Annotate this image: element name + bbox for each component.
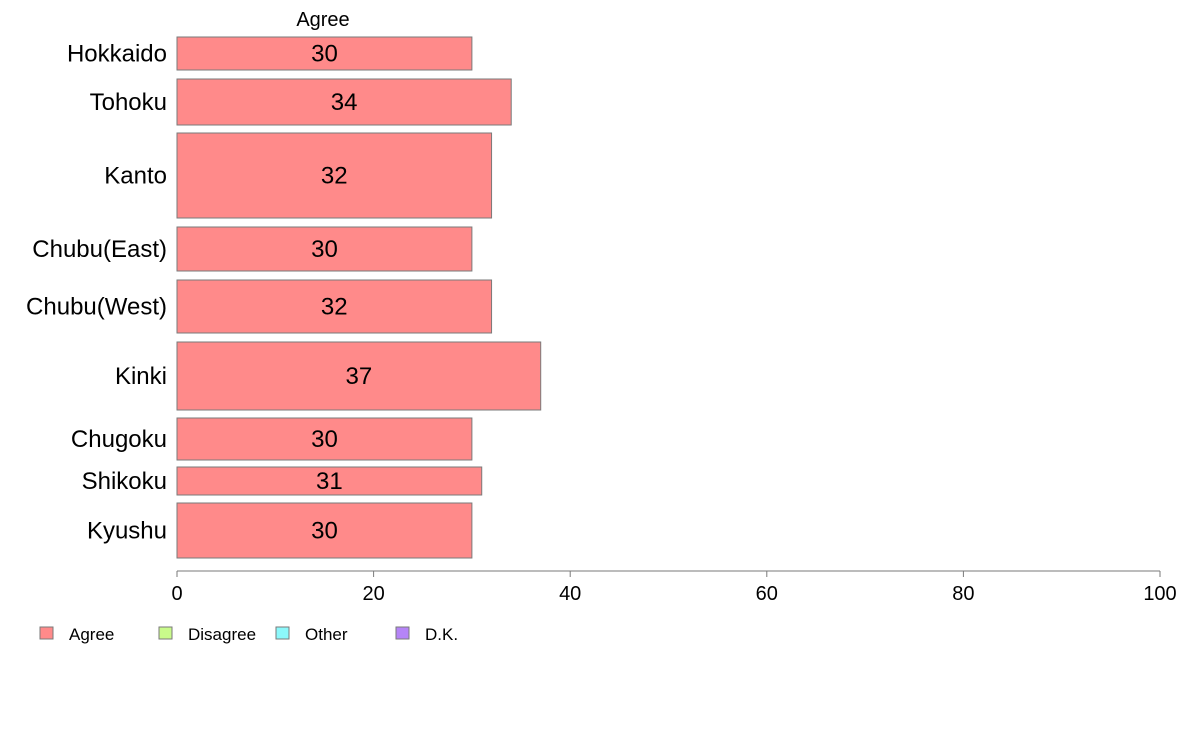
x-tick-label: 60	[756, 583, 778, 605]
x-tick-label: 40	[559, 583, 581, 605]
x-tick-label: 0	[171, 583, 182, 605]
category-label: Chubu(East)	[32, 236, 167, 263]
legend-label: Other	[305, 625, 348, 644]
data-label: 32	[321, 163, 348, 190]
data-label: 30	[311, 518, 338, 545]
legend-label: D.K.	[425, 625, 458, 644]
data-label: 30	[311, 41, 338, 68]
legend-label: Disagree	[188, 625, 256, 644]
legend-label: Agree	[69, 625, 114, 644]
data-label: 34	[331, 89, 358, 116]
category-label: Chubu(West)	[26, 294, 167, 321]
bar-kinki	[176, 341, 542, 411]
category-label: Hokkaido	[67, 41, 167, 68]
bars-group: Hokkaido 30 Tohoku 34 Kanto 32 Chubu(East) 30 Ch…	[26, 36, 542, 559]
bar-hokkaido	[176, 36, 473, 71]
bar-shikoku	[176, 466, 483, 496]
x-tick-label: 20	[362, 583, 384, 605]
bar-chubu-west	[176, 279, 493, 334]
data-label: 37	[346, 363, 373, 390]
category-label: Kinki	[115, 363, 167, 390]
legend: Agree Disagree Other D.K.	[39, 625, 458, 644]
legend-swatch-other	[275, 626, 290, 640]
category-label: Tohoku	[90, 89, 167, 116]
legend-swatch-agree	[39, 626, 54, 640]
legend-swatch-disagree	[158, 626, 173, 640]
bar-chubu-east	[176, 226, 473, 272]
x-tick-label: 80	[952, 583, 974, 605]
x-tick-label: 100	[1143, 583, 1176, 605]
bar-chugoku	[176, 417, 473, 461]
category-label: Shikoku	[82, 468, 167, 495]
legend-swatch-d-k	[395, 626, 410, 640]
category-label: Kyushu	[87, 518, 167, 545]
data-label: 32	[321, 294, 348, 321]
category-label: Kanto	[104, 163, 167, 190]
data-label: 30	[311, 236, 338, 263]
bar-kyushu	[176, 502, 473, 559]
category-label: Chugoku	[71, 426, 167, 453]
x-axis: 0 20 40 60 80 100	[171, 570, 1177, 605]
data-label: 30	[311, 426, 338, 453]
bar-kanto	[176, 132, 493, 219]
series-header-agree: Agree	[296, 9, 349, 31]
bar-tohoku	[176, 78, 512, 126]
data-label: 31	[316, 468, 343, 495]
